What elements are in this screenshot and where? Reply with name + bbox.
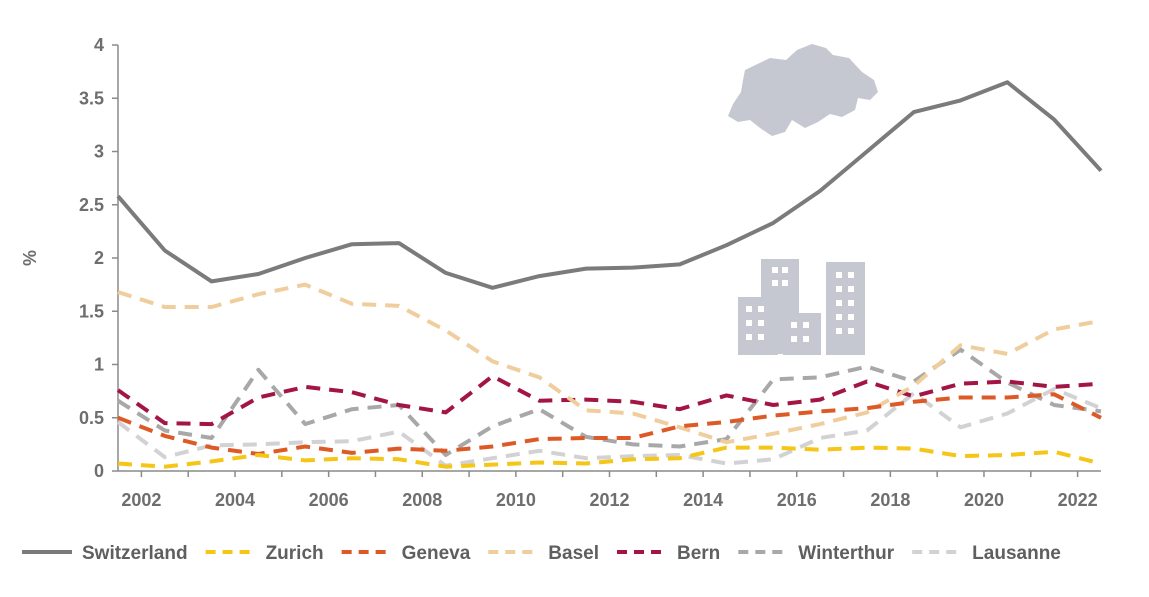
series-line-geneva <box>117 392 1102 456</box>
x-tick-label: 2004 <box>215 490 255 510</box>
x-tick-label: 2016 <box>777 490 817 510</box>
legend-item-bern: Bern <box>617 543 720 564</box>
buildings-icon <box>738 259 865 355</box>
legend-item-switzerland: Switzerland <box>22 543 188 564</box>
y-tick-label: 1.5 <box>79 301 104 321</box>
series-line-basel <box>117 282 1102 445</box>
x-tick-label: 2010 <box>496 490 536 510</box>
legend-label: Basel <box>548 543 599 564</box>
legend-label: Zurich <box>266 543 324 564</box>
y-tick-label: 2 <box>94 248 104 268</box>
x-tick-label: 2006 <box>309 490 349 510</box>
series-line-lausanne <box>116 387 1102 468</box>
legend-label: Switzerland <box>82 543 188 564</box>
legend-item-basel: Basel <box>488 543 599 564</box>
legend-label: Lausanne <box>972 543 1061 564</box>
x-tick-label: 2002 <box>121 490 161 510</box>
y-tick-label: 0 <box>94 461 104 481</box>
legend-label: Winterthur <box>798 543 894 564</box>
legend-label: Bern <box>677 543 720 564</box>
y-tick-label: 3 <box>94 142 104 162</box>
legend: Switzerland Zurich Geneva Basel Bern Winterth… <box>22 543 1061 564</box>
x-tick-label: 2014 <box>683 490 723 510</box>
legend-item-geneva: Geneva <box>341 543 471 564</box>
x-tick-label: 2022 <box>1058 490 1098 510</box>
y-tick-label: 2.5 <box>79 195 104 215</box>
y-tick-label: 3.5 <box>79 88 104 108</box>
switzerland-map-icon <box>728 44 878 136</box>
x-tick-label: 2008 <box>402 490 442 510</box>
legend-item-winterthur: Winterthur <box>738 543 895 564</box>
axes: 0 0.5 1 1.5 2 2.5 3 3.5 4 2002 2004 2006 2008 2010 201… <box>20 35 1101 510</box>
y-axis-label: % <box>20 250 40 266</box>
legend-label: Geneva <box>402 543 471 564</box>
series-line-bern <box>116 374 1102 427</box>
y-tick-label: 0.5 <box>79 408 104 428</box>
x-tick-label: 2020 <box>964 490 1004 510</box>
x-tick-label: 2012 <box>589 490 629 510</box>
x-tick-label: 2018 <box>870 490 910 510</box>
series-layer <box>116 80 1103 469</box>
y-tick-label: 4 <box>94 35 104 55</box>
legend-item-zurich: Zurich <box>205 543 324 564</box>
series-line-switzerland <box>116 80 1103 290</box>
series-line-zurich <box>117 445 1102 469</box>
legend-item-lausanne: Lausanne <box>912 543 1061 564</box>
y-tick-label: 1 <box>94 355 104 375</box>
